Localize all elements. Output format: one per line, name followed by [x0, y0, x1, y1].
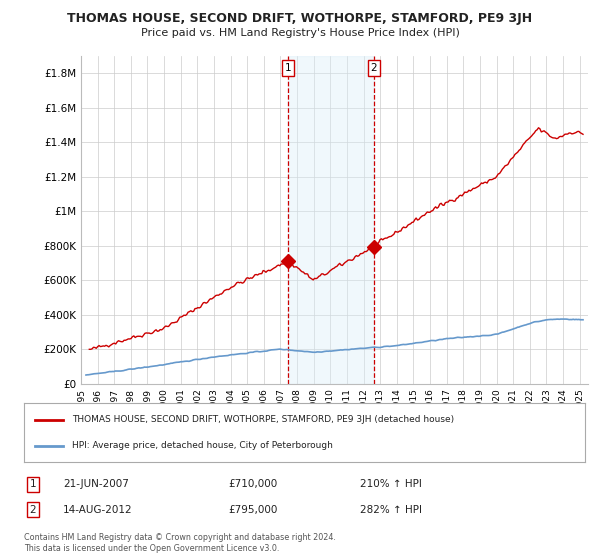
Text: Price paid vs. HM Land Registry's House Price Index (HPI): Price paid vs. HM Land Registry's House … [140, 28, 460, 38]
Text: HPI: Average price, detached house, City of Peterborough: HPI: Average price, detached house, City… [71, 441, 332, 450]
Text: 2: 2 [371, 63, 377, 73]
Text: 2: 2 [29, 505, 37, 515]
Text: 1: 1 [285, 63, 292, 73]
Text: 21-JUN-2007: 21-JUN-2007 [63, 479, 129, 489]
Text: 210% ↑ HPI: 210% ↑ HPI [360, 479, 422, 489]
Text: 1: 1 [29, 479, 37, 489]
Text: 282% ↑ HPI: 282% ↑ HPI [360, 505, 422, 515]
Bar [288, 56, 374, 384]
Text: THOMAS HOUSE, SECOND DRIFT, WOTHORPE, STAMFORD, PE9 3JH: THOMAS HOUSE, SECOND DRIFT, WOTHORPE, ST… [67, 12, 533, 25]
Text: 14-AUG-2012: 14-AUG-2012 [63, 505, 133, 515]
Text: THOMAS HOUSE, SECOND DRIFT, WOTHORPE, STAMFORD, PE9 3JH (detached house): THOMAS HOUSE, SECOND DRIFT, WOTHORPE, ST… [71, 415, 454, 424]
Text: £795,000: £795,000 [228, 505, 277, 515]
Text: Contains HM Land Registry data © Crown copyright and database right 2024.
This d: Contains HM Land Registry data © Crown c… [24, 534, 336, 553]
Text: £710,000: £710,000 [228, 479, 277, 489]
